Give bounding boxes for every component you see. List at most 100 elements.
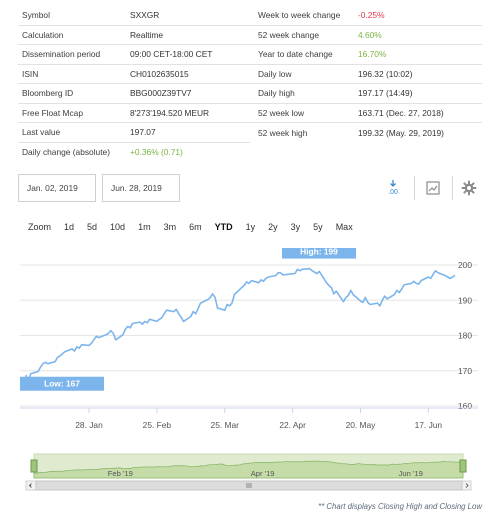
- range-button-6m[interactable]: 6m: [189, 222, 202, 232]
- info-label: Week to week change: [258, 10, 341, 21]
- chart-footnote: ** Chart displays Closing High and Closi…: [318, 502, 482, 511]
- info-label: Bloomberg ID: [22, 88, 74, 99]
- annotation-flag: [282, 248, 356, 259]
- toolbar-divider: [452, 176, 453, 200]
- range-button-1y[interactable]: 1y: [245, 222, 256, 232]
- navigator-handle-right[interactable]: [459, 459, 467, 473]
- range-button-3m[interactable]: 3m: [163, 222, 177, 232]
- date-to-input[interactable]: Jun. 28, 2019: [102, 174, 180, 202]
- toolbar-divider: [414, 176, 415, 200]
- export-button[interactable]: [422, 178, 444, 198]
- info-row: ISIN CH0102635015: [18, 65, 250, 84]
- info-row: Year to date change 16.70%: [250, 45, 482, 65]
- annotation-label: High: 199: [300, 248, 338, 257]
- range-button-1m[interactable]: 1m: [138, 222, 151, 232]
- info-value: 199.32 (May. 29, 2019): [358, 127, 444, 138]
- info-label: Symbol: [22, 10, 50, 21]
- x-tick-label: 17. Jun: [415, 420, 443, 430]
- range-button-1d[interactable]: 1d: [64, 222, 75, 232]
- range-button-5y[interactable]: 5y: [313, 222, 323, 232]
- info-label: Daily low: [258, 68, 292, 79]
- price-chart[interactable]: 160 170 180 190 200 28. Jan 25. Feb 25. Mar 22. …: [0, 248, 500, 508]
- settings-button[interactable]: [458, 178, 480, 198]
- info-row: Bloomberg ID BBG000Z39TV7: [18, 84, 250, 104]
- info-row: Daily high 197.17 (14:49): [250, 84, 482, 104]
- x-tick-label: 25. Mar: [211, 420, 240, 430]
- navigator-series: [33, 460, 464, 479]
- series-line[interactable]: [25, 267, 456, 384]
- navigator-handle-left[interactable]: [30, 459, 38, 473]
- instrument-info-panel: Symbol SXXGR Calculation Realtime Disseminat…: [18, 6, 482, 162]
- svg-text:.00: .00: [388, 189, 398, 196]
- info-row: 52 week change 4.60%: [250, 26, 482, 45]
- info-value: 163.71 (Dec. 27, 2018): [358, 107, 444, 118]
- y-tick-label: 160: [458, 401, 472, 411]
- date-from-input[interactable]: Jan. 02, 2019: [18, 174, 96, 202]
- info-label: Daily change (absolute): [22, 147, 110, 158]
- scrollbar-grip-icon[interactable]: [246, 483, 252, 488]
- info-label: Last value: [22, 127, 61, 138]
- x-tick-label: 28. Jan: [75, 420, 103, 430]
- info-value: 8'273'194.520 MEUR: [130, 107, 210, 118]
- info-label: Dissemination period: [22, 49, 101, 60]
- info-value: 16.70%: [358, 49, 387, 60]
- info-label: 52 week high: [258, 127, 308, 138]
- annotation-flag: [20, 376, 104, 391]
- date-to-value: Jun. 28, 2019: [111, 183, 162, 193]
- y-tick-label: 180: [458, 331, 472, 341]
- info-row: Symbol SXXGR: [18, 6, 250, 26]
- info-value: 197.07: [130, 127, 156, 138]
- info-value: 09:00 CET-18:00 CET: [130, 49, 213, 60]
- y-tick-label: 190: [458, 295, 472, 305]
- info-value: 197.17 (14:49): [358, 88, 413, 99]
- x-tick-label: 20. May: [346, 420, 377, 430]
- chart-navigator[interactable]: Feb '19 Apr '19 Jun '19: [0, 452, 500, 494]
- info-label: 52 week low: [258, 107, 305, 118]
- scroll-left-icon[interactable]: [28, 483, 32, 488]
- info-left-column: Symbol SXXGR Calculation Realtime Disseminat…: [18, 6, 250, 162]
- info-value: 196.32 (10:02): [358, 68, 413, 79]
- gear-icon: [461, 180, 477, 196]
- range-button-10d[interactable]: 10d: [110, 222, 126, 232]
- info-row: 52 week high 199.32 (May. 29, 2019): [250, 123, 482, 143]
- range-button-5d[interactable]: 5d: [87, 222, 98, 232]
- info-value: Realtime: [130, 29, 164, 40]
- date-from-value: Jan. 02, 2019: [27, 183, 78, 193]
- y-tick-label: 170: [458, 366, 472, 376]
- info-row: Daily low 196.32 (10:02): [250, 65, 482, 84]
- info-label: Calculation: [22, 29, 64, 40]
- decimals-button[interactable]: .00: [382, 178, 404, 198]
- navigator-tick-label: Feb '19: [108, 469, 133, 478]
- info-row: Daily change (absolute) +0.36% (0.71): [18, 143, 250, 163]
- annotation-label: Low: 167: [44, 379, 80, 389]
- range-button-max[interactable]: Max: [335, 222, 353, 232]
- info-label: Year to date change: [258, 49, 333, 60]
- x-tick-label: 25. Feb: [143, 420, 172, 430]
- export-icon: [426, 181, 440, 195]
- info-row: Last value 197.07: [18, 123, 250, 143]
- range-button-2y[interactable]: 2y: [268, 222, 278, 232]
- info-value: SXXGR: [130, 10, 160, 21]
- info-value: 4.60%: [358, 29, 382, 40]
- info-value: -0.25%: [358, 10, 385, 21]
- range-selector: Zoom 1d 5d 10d 1m 3m 6m YTD 1y 2y 3y 5y Max: [28, 222, 366, 234]
- info-row: Week to week change -0.25%: [250, 6, 482, 26]
- info-row: Free Float Mcap 8'273'194.520 MEUR: [18, 104, 250, 123]
- range-button-ytd[interactable]: YTD: [214, 222, 233, 232]
- navigator-tick-label: Apr '19: [251, 469, 275, 478]
- info-value: +0.36% (0.71): [130, 147, 183, 158]
- y-tick-label: 200: [458, 260, 472, 270]
- info-value: BBG000Z39TV7: [130, 88, 192, 99]
- info-value: CH0102635015: [130, 68, 189, 79]
- info-label: Free Float Mcap: [22, 107, 83, 118]
- info-row: Calculation Realtime: [18, 26, 250, 45]
- info-row: Dissemination period 09:00 CET-18:00 CET: [18, 45, 250, 65]
- scroll-right-icon[interactable]: [465, 483, 469, 488]
- range-button-3y[interactable]: 3y: [290, 222, 301, 232]
- info-label: ISIN: [22, 68, 39, 79]
- info-label: Daily high: [258, 88, 295, 99]
- info-row: 52 week low 163.71 (Dec. 27, 2018): [250, 104, 482, 123]
- navigator-tick-label: Jun '19: [399, 469, 423, 478]
- info-label: 52 week change: [258, 29, 319, 40]
- info-right-column: Week to week change -0.25% 52 week change 4…: [250, 6, 482, 162]
